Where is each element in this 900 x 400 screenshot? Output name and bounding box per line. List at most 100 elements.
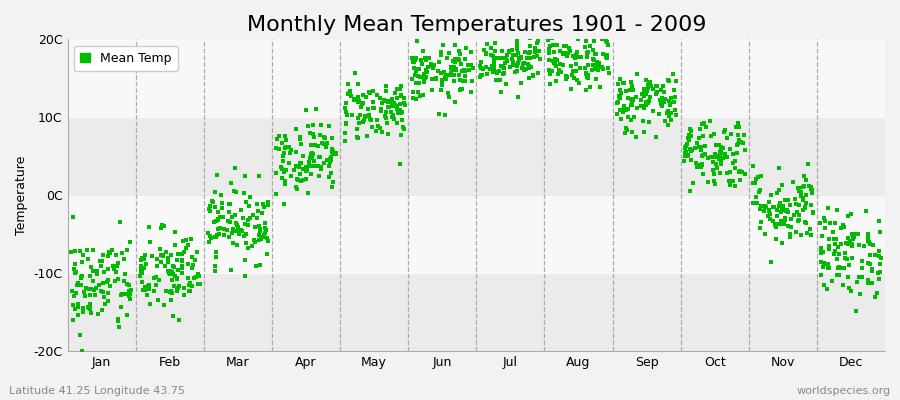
Point <box>306 131 320 137</box>
Point <box>523 43 537 49</box>
Point <box>434 52 448 58</box>
Point <box>79 285 94 292</box>
Point <box>71 301 86 308</box>
Point <box>731 132 745 138</box>
Point <box>208 234 222 240</box>
Point <box>351 134 365 141</box>
Point <box>270 136 284 143</box>
Point <box>458 73 473 80</box>
Point <box>627 114 642 120</box>
Point <box>346 96 361 103</box>
Point <box>733 168 747 174</box>
Point <box>459 44 473 51</box>
Point <box>796 194 810 201</box>
Bar <box>68 117 885 195</box>
Point <box>571 54 585 60</box>
Point <box>306 163 320 169</box>
Point <box>626 97 640 104</box>
Point <box>599 38 614 44</box>
Point <box>252 173 266 180</box>
Point <box>107 266 122 273</box>
Point <box>392 160 407 167</box>
Point <box>167 242 182 248</box>
Point <box>772 165 787 172</box>
Point <box>846 236 860 242</box>
Point <box>167 282 182 289</box>
Point <box>844 288 859 294</box>
Point <box>158 288 173 294</box>
Point <box>428 76 443 83</box>
Point <box>238 199 253 205</box>
Point <box>277 168 292 175</box>
Point <box>832 271 846 278</box>
Point <box>258 230 273 236</box>
Point <box>726 151 741 157</box>
Point <box>789 229 804 235</box>
Point <box>796 184 810 190</box>
Point <box>292 163 306 170</box>
Point <box>495 48 509 54</box>
Point <box>362 112 376 119</box>
Point <box>483 44 498 51</box>
Point <box>656 83 670 90</box>
Point <box>667 86 681 93</box>
Point <box>258 227 273 233</box>
Point <box>666 98 680 105</box>
Point <box>613 94 627 101</box>
Point <box>272 132 286 139</box>
Point <box>68 270 82 276</box>
Point <box>814 233 829 240</box>
Point <box>91 310 105 317</box>
Point <box>617 105 632 112</box>
Point <box>436 42 451 48</box>
Point <box>600 39 615 45</box>
Point <box>644 79 658 86</box>
Point <box>175 258 189 264</box>
Point <box>237 190 251 196</box>
Point <box>303 170 318 177</box>
Point <box>696 152 710 158</box>
Point <box>662 100 677 106</box>
Point <box>406 95 420 101</box>
Point <box>625 82 639 89</box>
Point <box>202 206 216 212</box>
Point <box>636 90 651 97</box>
Point <box>282 144 296 150</box>
Point <box>230 222 245 229</box>
Point <box>542 46 556 52</box>
Point <box>291 177 305 184</box>
Point <box>859 207 873 214</box>
Point <box>390 104 404 110</box>
Text: worldspecies.org: worldspecies.org <box>796 386 891 396</box>
Point <box>630 105 644 111</box>
Point <box>72 248 86 254</box>
Point <box>653 96 668 103</box>
Point <box>386 112 400 118</box>
Point <box>365 99 380 106</box>
Point <box>363 90 377 96</box>
Point <box>148 282 163 289</box>
Point <box>260 238 274 245</box>
Point <box>210 172 224 178</box>
Point <box>518 48 532 55</box>
Point <box>338 138 352 144</box>
Point <box>191 281 205 288</box>
Point <box>442 50 456 56</box>
Point <box>84 310 98 316</box>
Point <box>87 291 102 298</box>
Point <box>289 176 303 182</box>
Point <box>425 87 439 94</box>
Point <box>378 114 392 121</box>
Point <box>729 124 743 130</box>
Point <box>457 66 472 73</box>
Point <box>762 199 777 206</box>
Point <box>397 126 411 132</box>
Point <box>171 251 185 257</box>
Point <box>517 67 531 73</box>
Point <box>101 253 115 259</box>
Point <box>170 288 184 294</box>
Point <box>714 161 728 168</box>
Point <box>506 52 520 58</box>
Point <box>708 180 723 187</box>
Point <box>821 261 835 267</box>
